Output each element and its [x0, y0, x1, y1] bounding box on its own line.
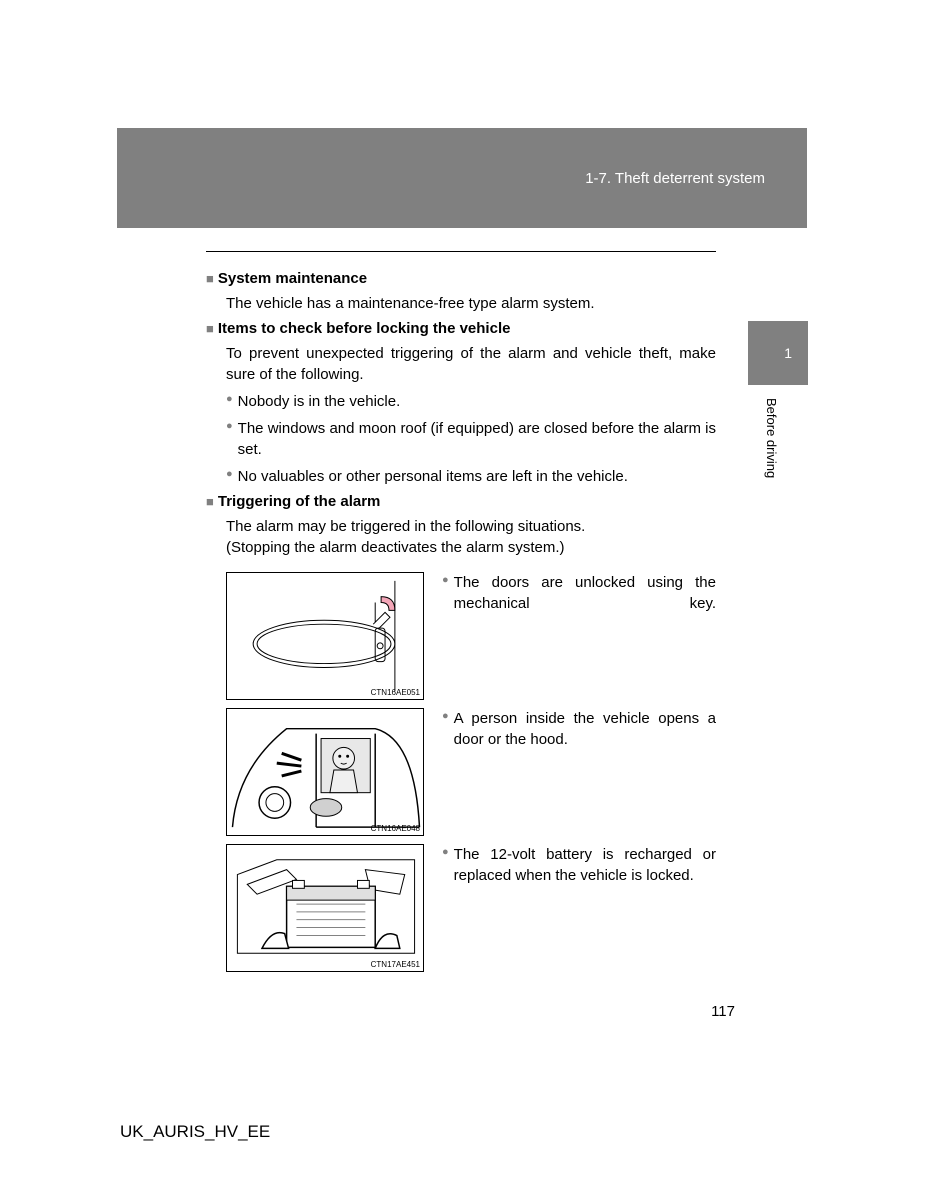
illustration-desc: A person inside the vehicle opens a door… — [454, 708, 716, 750]
door-handle-key-icon — [227, 573, 423, 699]
illustration-code: CTN16AE048 — [371, 824, 420, 833]
bullet-icon: ● — [442, 708, 449, 726]
square-marker-icon: ■ — [206, 494, 214, 509]
section-title: Triggering of the alarm — [218, 493, 381, 510]
square-marker-icon: ■ — [206, 271, 214, 286]
section-title: Items to check before locking the vehicl… — [218, 320, 511, 337]
page-content: ■ System maintenance The vehicle has a m… — [206, 270, 716, 980]
bullet-item: ● Nobody is in the vehicle. — [226, 391, 716, 412]
section-body: To prevent unexpected triggering of the … — [226, 343, 716, 385]
bullet-icon: ● — [226, 418, 233, 436]
bullet-item: ● No valuables or other personal items a… — [226, 466, 716, 487]
illustration-desc: The doors are unlocked using the mechani… — [454, 572, 716, 614]
illustration-code: CTN16AE051 — [371, 688, 420, 697]
section-body: The vehicle has a maintenance-free type … — [226, 293, 716, 314]
illustration-row: CTN17AE451 ● The 12-volt battery is rech… — [226, 844, 716, 972]
section-title: System maintenance — [218, 270, 367, 287]
bullet-item: ● The windows and moon roof (if equipped… — [226, 418, 716, 460]
section-body-line: (Stopping the alarm deactivates the alar… — [226, 537, 716, 558]
illustration-text: ● The 12-volt battery is recharged or re… — [442, 844, 716, 972]
chapter-tab-label: Before driving — [764, 398, 779, 478]
header-section-label: 1-7. Theft deterrent system — [585, 170, 765, 187]
illustration-box: CTN16AE051 — [226, 572, 424, 700]
illustration-code: CTN17AE451 — [371, 960, 420, 969]
section-body-line: The alarm may be triggered in the follow… — [226, 516, 716, 537]
footer-code: UK_AURIS_HV_EE — [120, 1122, 270, 1142]
chapter-tab-number: 1 — [784, 345, 792, 361]
section-heading: ■ Items to check before locking the vehi… — [206, 320, 716, 337]
bullet-icon: ● — [442, 844, 449, 862]
illustration-box: CTN16AE048 — [226, 708, 424, 836]
horizontal-rule — [206, 251, 716, 252]
bullet-icon: ● — [226, 466, 233, 484]
section-heading: ■ Triggering of the alarm — [206, 493, 716, 510]
section-heading: ■ System maintenance — [206, 270, 716, 287]
illustration-row: CTN16AE051 ● The doors are unlocked usin… — [226, 572, 716, 700]
illustration-box: CTN17AE451 — [226, 844, 424, 972]
bullet-text: No valuables or other personal items are… — [238, 466, 716, 487]
person-in-car-icon — [227, 709, 423, 835]
bullet-text: Nobody is in the vehicle. — [238, 391, 716, 412]
illustration-desc: The 12-volt battery is recharged or repl… — [454, 844, 716, 886]
bullet-text: The windows and moon roof (if equipped) … — [238, 418, 716, 460]
bullet-icon: ● — [442, 572, 449, 590]
illustration-text: ● A person inside the vehicle opens a do… — [442, 708, 716, 836]
header-bar: 1-7. Theft deterrent system — [117, 128, 807, 228]
illustration-text: ● The doors are unlocked using the mecha… — [442, 572, 716, 700]
square-marker-icon: ■ — [206, 321, 214, 336]
illustration-row: CTN16AE048 ● A person inside the vehicle… — [226, 708, 716, 836]
page-number: 117 — [711, 1003, 735, 1020]
bullet-icon: ● — [226, 391, 233, 409]
chapter-tab: 1 — [748, 321, 808, 385]
battery-engine-icon — [227, 845, 423, 971]
